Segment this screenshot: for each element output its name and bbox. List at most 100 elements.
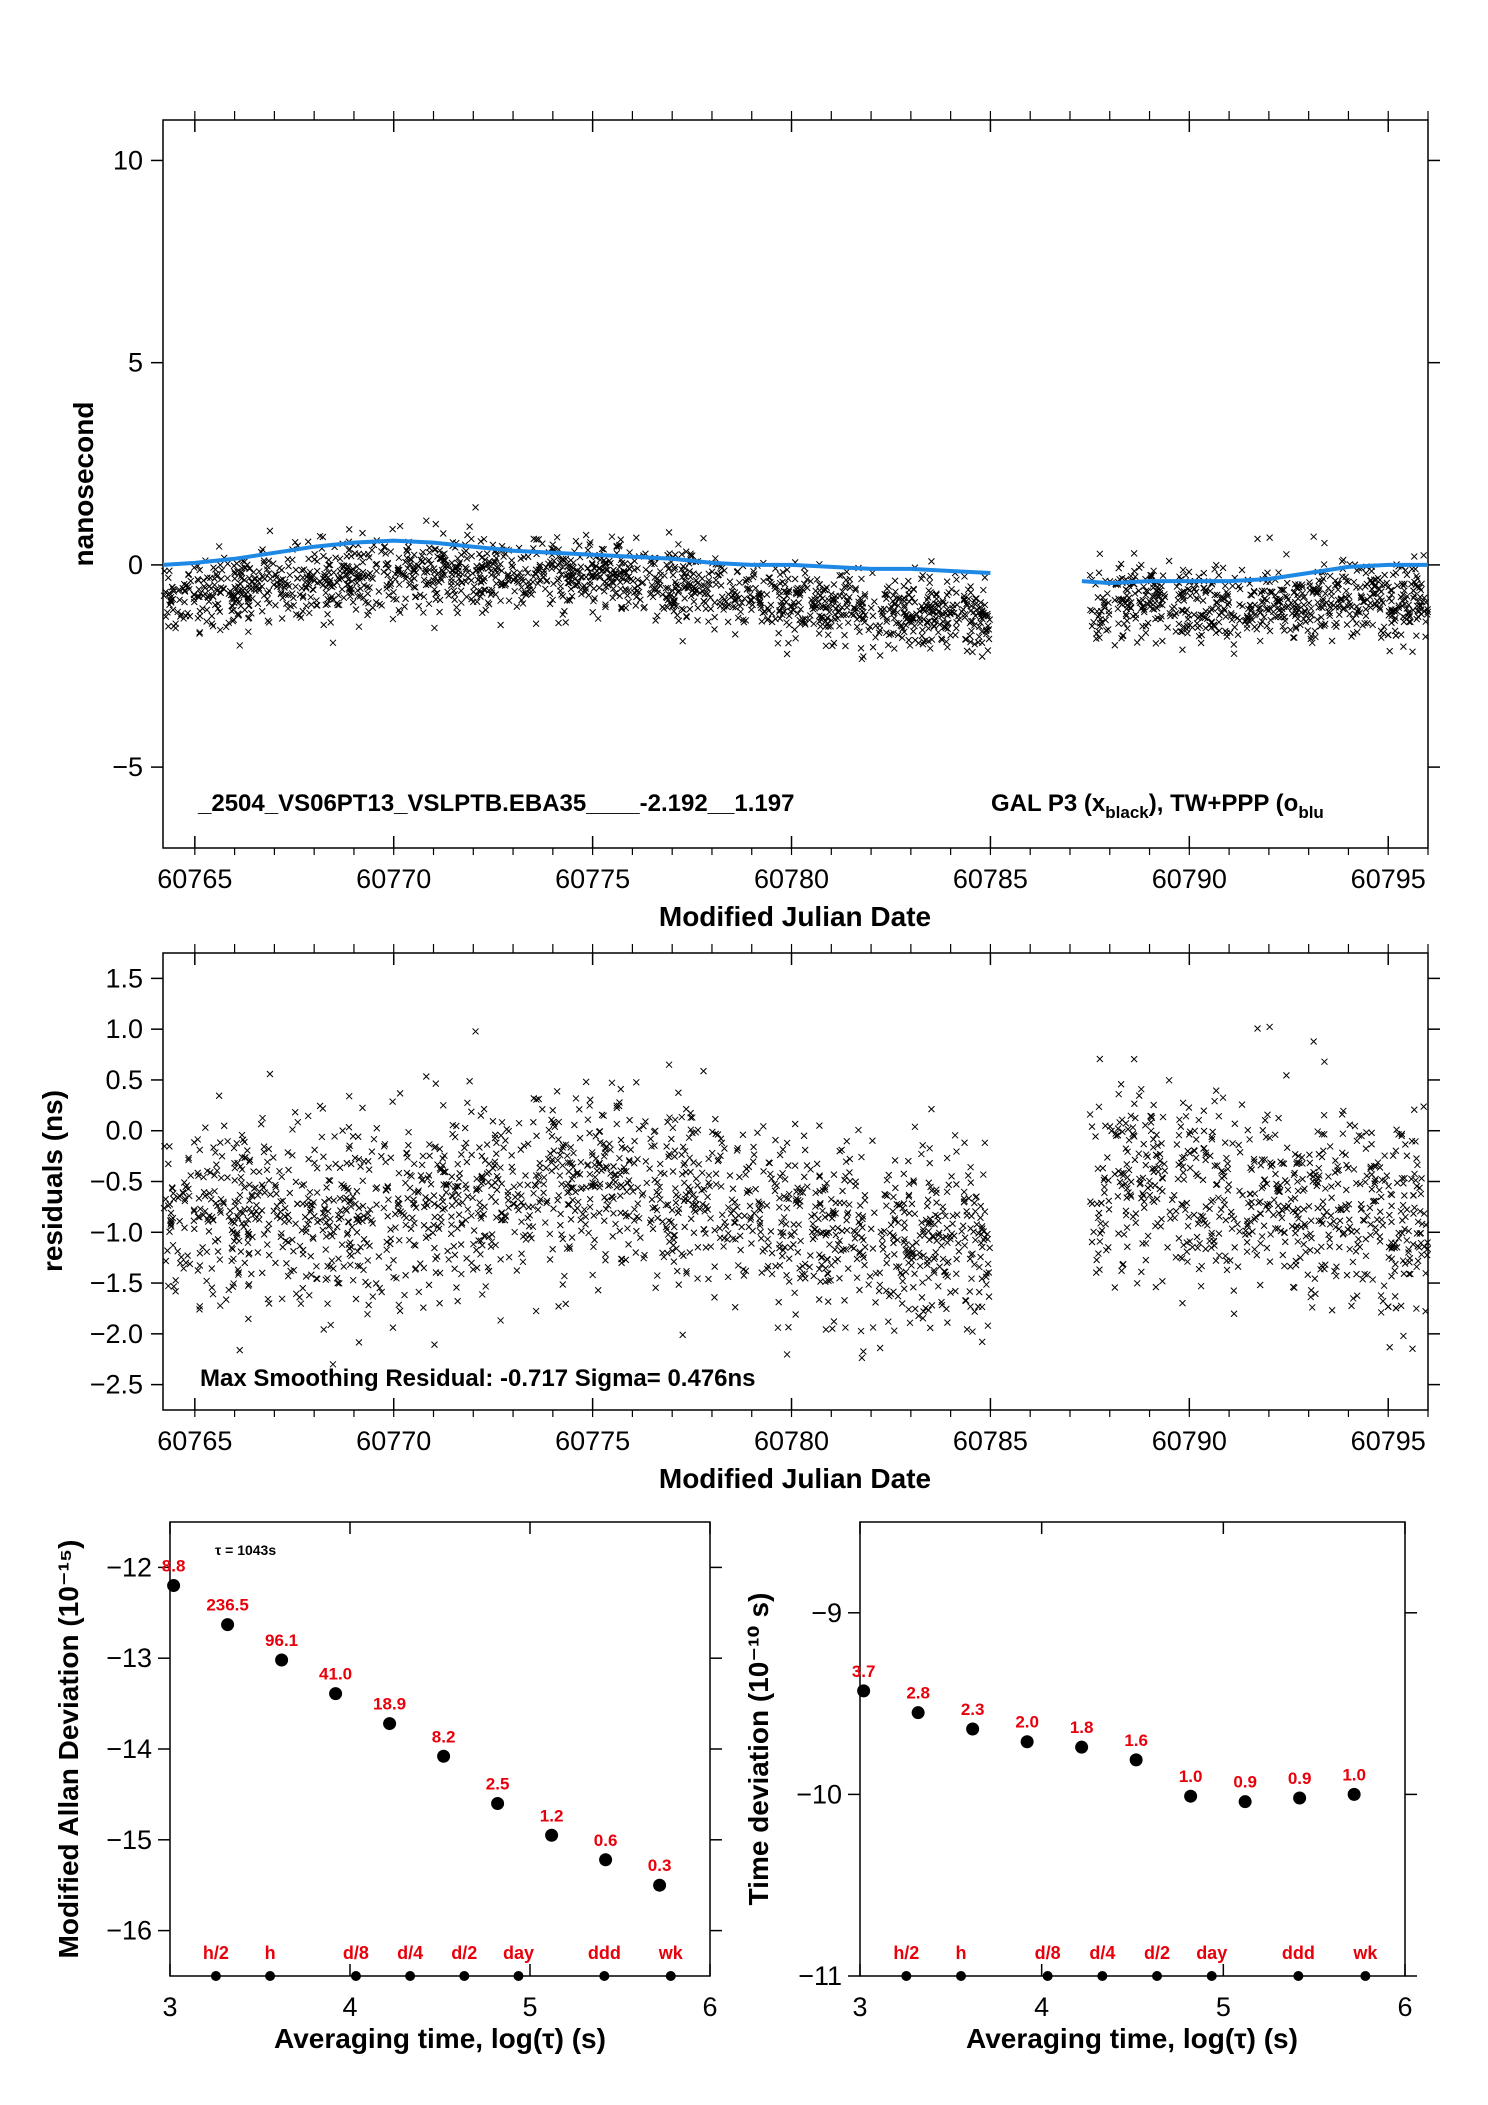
gal-p3-point [1422, 618, 1430, 626]
residual-point [686, 1154, 694, 1162]
residual-point [891, 1157, 899, 1164]
gal-p3-point [164, 623, 172, 630]
gal-p3-point [1115, 564, 1123, 572]
gal-p3-point [348, 585, 355, 593]
residual-point [336, 1195, 344, 1202]
gal-p3-point [399, 570, 407, 578]
gal-p3-point [1420, 551, 1428, 559]
residual-point [216, 1256, 224, 1263]
residual-point [1277, 1227, 1285, 1235]
gal-p3-point [869, 612, 877, 620]
gal-p3-point [653, 579, 661, 586]
gal-p3-point [1277, 586, 1284, 593]
residual-point [230, 1237, 238, 1245]
residual-point [238, 1166, 246, 1173]
residual-point [381, 1140, 389, 1148]
residual-point [714, 1157, 722, 1165]
residual-point [840, 1246, 847, 1253]
residual-point [1392, 1147, 1400, 1155]
residual-point [205, 1228, 213, 1235]
residual-point [747, 1216, 754, 1223]
residual-point [816, 1172, 823, 1179]
gal-p3-point [919, 626, 926, 634]
residual-point [703, 1202, 710, 1210]
residual-point [366, 1242, 373, 1250]
gal-p3-point [329, 639, 337, 647]
residual-point [432, 1143, 439, 1151]
residual-point [185, 1192, 193, 1200]
residual-point [517, 1146, 525, 1153]
gal-p3-point [1140, 603, 1147, 611]
residual-point [901, 1219, 908, 1226]
gal-p3-point [953, 576, 960, 583]
residual-point [943, 1154, 951, 1162]
residual-point [349, 1132, 357, 1140]
gal-p3-point [437, 555, 444, 563]
gal-p3-point [662, 593, 670, 601]
residual-point [759, 1122, 767, 1130]
gal-p3-point [1338, 573, 1346, 580]
residual-point [983, 1270, 990, 1277]
residual-point [538, 1105, 546, 1113]
gal-p3-point [481, 556, 489, 564]
residual-point [1118, 1116, 1126, 1124]
residual-point [1123, 1194, 1131, 1201]
residual-point [734, 1144, 742, 1152]
gal-p3-point [306, 576, 314, 583]
residual-point [798, 1270, 806, 1278]
gal-p3-point [760, 577, 767, 585]
gal-p3-point [905, 636, 913, 644]
residual-point [378, 1152, 385, 1160]
residual-point [1395, 1234, 1403, 1242]
gal-p3-point [1308, 611, 1315, 619]
gal-p3-point [1401, 614, 1409, 622]
residual-point [720, 1243, 727, 1250]
residual-point [602, 1250, 609, 1258]
residual-point [911, 1210, 919, 1218]
residual-point [454, 1160, 462, 1168]
gal-p3-point [233, 560, 241, 567]
residual-point [1320, 1111, 1328, 1119]
residual-point [1247, 1190, 1254, 1198]
gal-p3-point [800, 580, 808, 588]
residual-point [794, 1184, 802, 1192]
gal-p3-point [1307, 635, 1315, 643]
residual-point [1261, 1156, 1268, 1164]
residual-point [596, 1180, 604, 1188]
residual-point [285, 1166, 292, 1174]
residual-point [701, 1207, 709, 1215]
residual-point [985, 1293, 993, 1300]
residual-point [333, 1223, 341, 1231]
residual-point [497, 1256, 504, 1263]
gal-p3-point [473, 598, 481, 606]
residual-point [422, 1073, 430, 1080]
residual-point [858, 1153, 865, 1161]
residual-point [1259, 1126, 1267, 1134]
gal-p3-point [451, 563, 459, 571]
residual-point [768, 1270, 776, 1278]
residual-point [663, 1226, 671, 1233]
residual-point [528, 1234, 535, 1242]
gal-p3-point [1363, 580, 1371, 588]
residual-point [1410, 1106, 1418, 1114]
residual-point [215, 1092, 223, 1100]
residual-point [360, 1235, 368, 1243]
residual-point [1258, 1156, 1266, 1164]
gal-p3-point [944, 619, 952, 627]
residual-point [390, 1256, 397, 1264]
gal-p3-point [582, 531, 590, 539]
residual-point [558, 1231, 565, 1239]
residual-point [424, 1175, 432, 1182]
residual-point [1250, 1158, 1258, 1165]
residual-point [505, 1253, 513, 1261]
residual-point [944, 1258, 952, 1266]
residual-point [529, 1118, 537, 1126]
residual-point [643, 1179, 651, 1187]
gal-p3-point [641, 603, 648, 611]
gal-p3-point [872, 633, 879, 641]
gal-p3-point [1243, 612, 1251, 620]
residual-point [595, 1160, 603, 1167]
residual-point [327, 1321, 335, 1329]
gal-p3-point [952, 631, 959, 639]
gal-p3-point [1400, 643, 1407, 650]
